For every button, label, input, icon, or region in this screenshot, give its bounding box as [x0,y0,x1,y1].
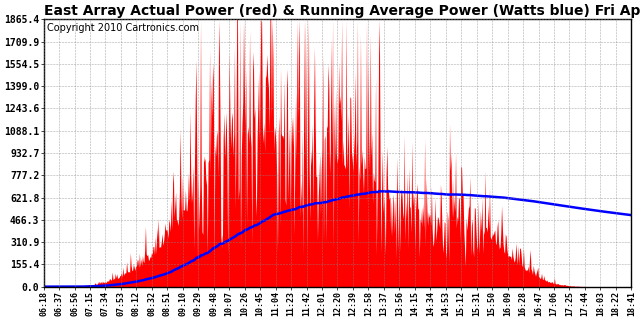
Text: East Array Actual Power (red) & Running Average Power (Watts blue) Fri Apr 23 19: East Array Actual Power (red) & Running … [44,4,640,18]
Text: Copyright 2010 Cartronics.com: Copyright 2010 Cartronics.com [47,23,198,33]
